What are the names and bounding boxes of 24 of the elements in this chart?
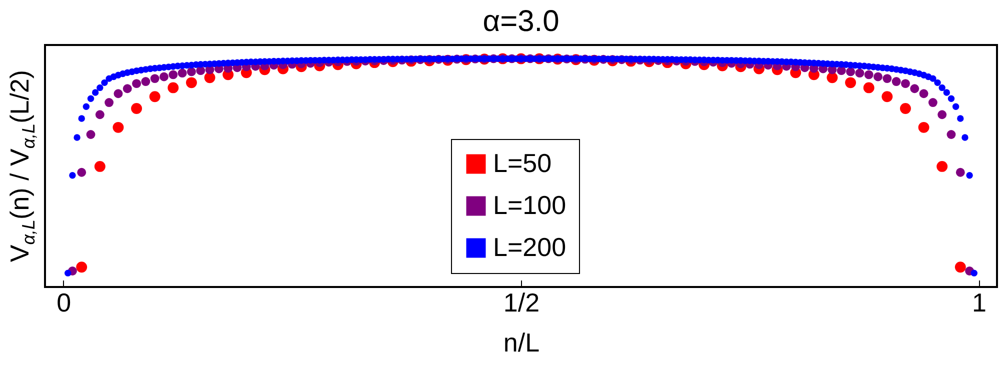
point bbox=[954, 262, 966, 273]
legend-label: L=200 bbox=[493, 232, 566, 262]
chart-title: α=3.0 bbox=[482, 5, 560, 38]
point bbox=[936, 160, 948, 172]
point bbox=[149, 91, 160, 102]
point bbox=[204, 72, 216, 84]
point bbox=[918, 122, 930, 133]
point bbox=[845, 77, 856, 88]
point bbox=[900, 103, 911, 114]
point bbox=[186, 77, 197, 88]
x-tick-label: 0 bbox=[56, 288, 72, 318]
point bbox=[863, 82, 874, 94]
point bbox=[131, 103, 142, 114]
point bbox=[826, 72, 838, 84]
point bbox=[168, 82, 179, 94]
x-axis-title: n/L bbox=[503, 328, 540, 358]
point bbox=[112, 122, 124, 133]
legend-label: L=100 bbox=[493, 190, 566, 220]
x-tick-label: 1/2 bbox=[503, 288, 540, 318]
x-tick-label: 1 bbox=[972, 288, 986, 318]
point bbox=[94, 160, 106, 172]
point bbox=[882, 91, 893, 102]
point bbox=[76, 262, 88, 273]
legend-label: L=50 bbox=[493, 148, 552, 178]
